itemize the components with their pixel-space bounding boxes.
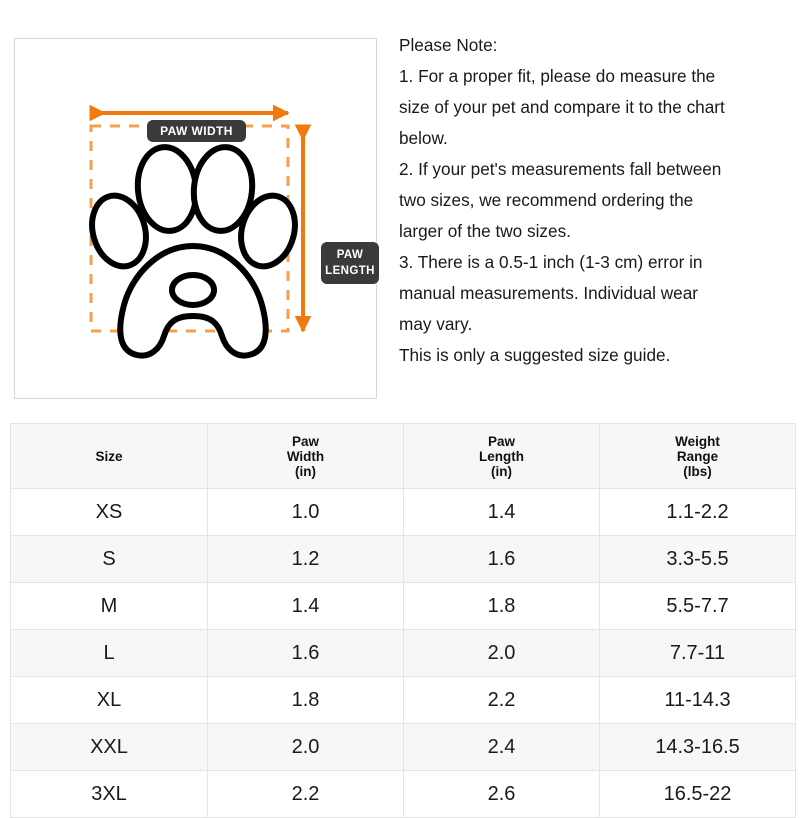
cell-weight-range: 11-14.3 <box>599 676 796 724</box>
cell-weight-range: 5.5-7.7 <box>599 582 796 630</box>
cell-paw-width: 1.8 <box>207 676 404 724</box>
table-row: S 1.2 1.6 3.3-5.5 <box>10 535 796 583</box>
cell-weight-range: 1.1-2.2 <box>599 488 796 536</box>
cell-weight-range: 7.7-11 <box>599 629 796 677</box>
note-line: two sizes, we recommend ordering the <box>399 190 694 210</box>
cell-size: L <box>10 629 208 677</box>
table-row: L 1.6 2.0 7.7-11 <box>10 629 796 677</box>
cell-size: XL <box>10 676 208 724</box>
note-line: 3. There is a 0.5-1 inch (1-3 cm) error … <box>399 252 703 272</box>
paw-toe-pad-outer-left <box>89 192 149 270</box>
cell-paw-length: 2.2 <box>403 676 600 724</box>
column-header-paw-length: Paw Length (in) <box>403 423 600 489</box>
cell-size: XXL <box>10 723 208 771</box>
cell-paw-length: 1.4 <box>403 488 600 536</box>
cell-size: 3XL <box>10 770 208 818</box>
paw-diagram-panel: PAW WIDTH PAW LENGTH <box>14 38 379 399</box>
cell-paw-length: 2.6 <box>403 770 600 818</box>
table-header-row: Size Paw Width (in) Paw Length (in) Weig… <box>10 423 796 489</box>
paw-length-label-badge: PAW LENGTH <box>321 242 379 284</box>
cell-paw-width: 1.6 <box>207 629 404 677</box>
cell-weight-range: 16.5-22 <box>599 770 796 818</box>
note-line: Please Note: <box>399 35 498 55</box>
paw-main-pad-hole <box>169 272 217 308</box>
table-header: Size Paw Width (in) Paw Length (in) Weig… <box>10 423 796 489</box>
cell-paw-width: 1.2 <box>207 535 404 583</box>
cell-paw-length: 1.8 <box>403 582 600 630</box>
note-line: 1. For a proper fit, please do measure t… <box>399 66 716 86</box>
top-section: PAW WIDTH PAW LENGTH Please Note: 1. For… <box>14 30 793 399</box>
table-row: 3XL 2.2 2.6 16.5-22 <box>10 770 796 818</box>
note-line: larger of the two sizes. <box>399 221 571 241</box>
paw-diagram-illustration <box>89 104 312 359</box>
size-chart-table: Size Paw Width (in) Paw Length (in) Weig… <box>10 423 796 818</box>
paw-width-label-badge: PAW WIDTH <box>147 120 246 142</box>
table-body: XS 1.0 1.4 1.1-2.2 S 1.2 1.6 3.3-5.5 M 1… <box>10 488 796 818</box>
table-row: XS 1.0 1.4 1.1-2.2 <box>10 488 796 536</box>
cell-paw-width: 1.4 <box>207 582 404 630</box>
cell-paw-length: 2.4 <box>403 723 600 771</box>
column-header-weight-range: Weight Range (lbs) <box>599 423 796 489</box>
paw-toe-pad-inner-right <box>190 144 256 234</box>
column-header-paw-width: Paw Width (in) <box>207 423 404 489</box>
cell-weight-range: 14.3-16.5 <box>599 723 796 771</box>
column-header-size: Size <box>10 423 208 489</box>
paw-toe-pad-outer-right <box>238 192 298 270</box>
cell-size: M <box>10 582 208 630</box>
cell-size: S <box>10 535 208 583</box>
note-line: 2. If your pet's measurements fall betwe… <box>399 159 722 179</box>
note-line: manual measurements. Individual wear <box>399 283 699 303</box>
cell-paw-width: 2.0 <box>207 723 404 771</box>
please-note-text-block: Please Note: 1. For a proper fit, please… <box>399 30 793 371</box>
cell-paw-length: 2.0 <box>403 629 600 677</box>
cell-paw-width: 1.0 <box>207 488 404 536</box>
cell-weight-range: 3.3-5.5 <box>599 535 796 583</box>
note-line: below. <box>399 128 448 148</box>
table-row: XL 1.8 2.2 11-14.3 <box>10 676 796 724</box>
table-row: XXL 2.0 2.4 14.3-16.5 <box>10 723 796 771</box>
table-row: M 1.4 1.8 5.5-7.7 <box>10 582 796 630</box>
note-line: This is only a suggested size guide. <box>399 345 671 365</box>
note-line: size of your pet and compare it to the c… <box>399 97 725 117</box>
cell-paw-width: 2.2 <box>207 770 404 818</box>
cell-size: XS <box>10 488 208 536</box>
note-line: may vary. <box>399 314 473 334</box>
cell-paw-length: 1.6 <box>403 535 600 583</box>
